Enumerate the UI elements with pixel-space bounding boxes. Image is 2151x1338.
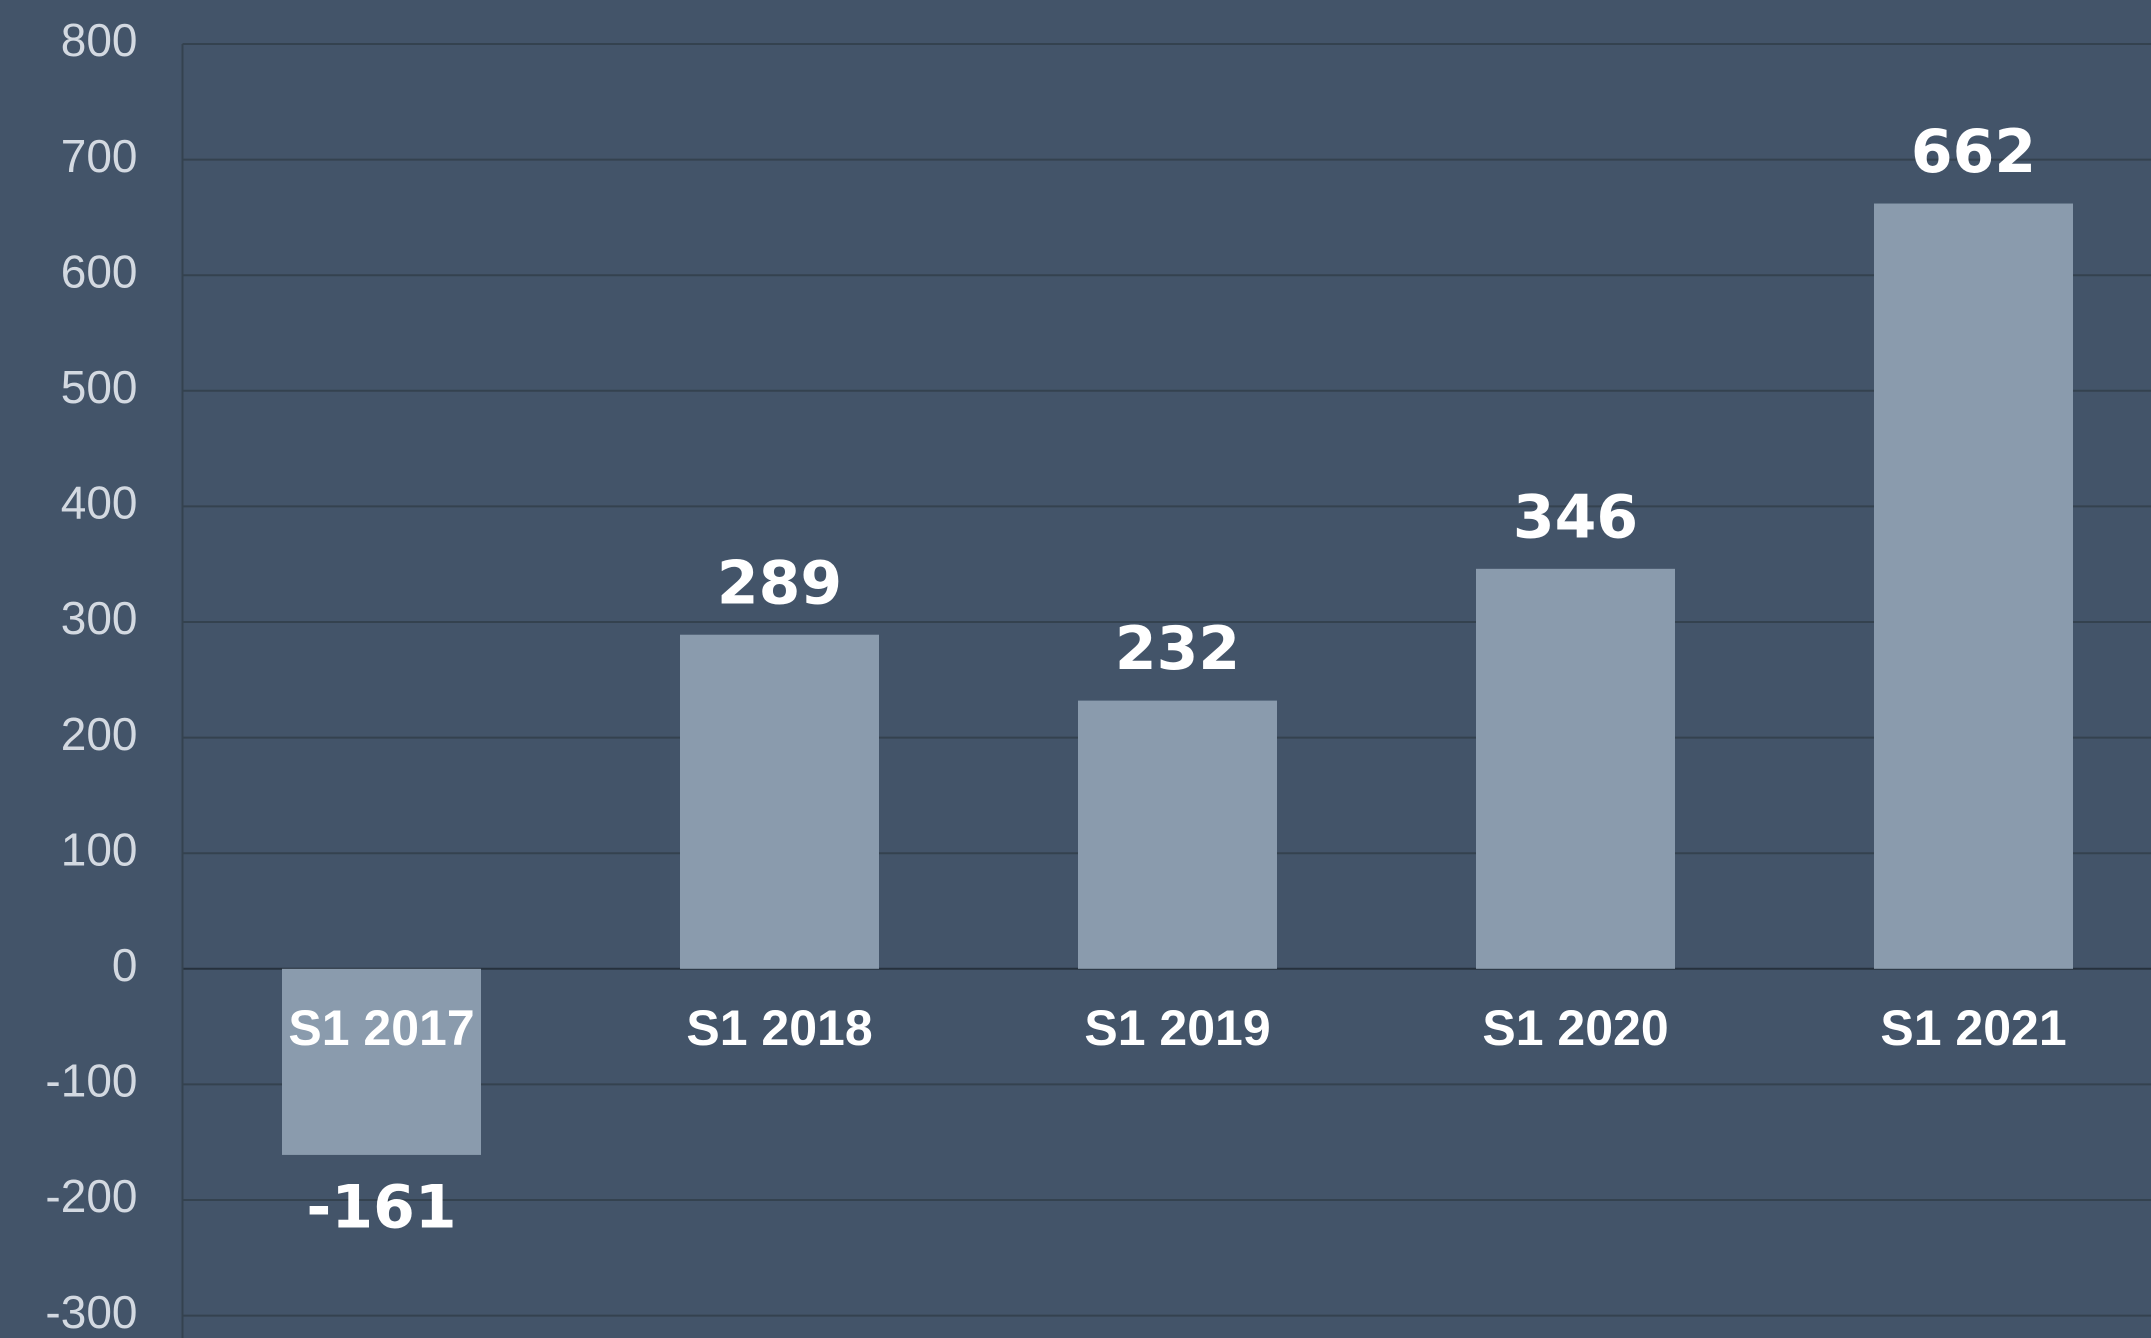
- y-tick-label: 800: [61, 14, 138, 66]
- bar: [1078, 700, 1277, 969]
- y-tick-label: 200: [61, 708, 138, 760]
- x-tick-label: S1 2020: [1482, 1000, 1668, 1056]
- value-label: 289: [717, 548, 842, 618]
- y-tick-label: 300: [61, 592, 138, 644]
- value-label: 232: [1115, 614, 1240, 684]
- x-tick-label: S1 2018: [686, 1000, 872, 1056]
- value-label: 346: [1513, 482, 1638, 552]
- x-tick-label: S1 2019: [1084, 1000, 1270, 1056]
- bar: [1476, 568, 1675, 969]
- y-tick-label: 0: [112, 939, 138, 991]
- y-tick-label: 500: [61, 361, 138, 413]
- y-tick-label: -300: [45, 1286, 137, 1338]
- y-tick-label: 600: [61, 245, 138, 297]
- y-tick-label: -100: [45, 1055, 137, 1107]
- bar: [680, 634, 879, 969]
- x-tick-label: S1 2017: [288, 1000, 474, 1056]
- bar: [1874, 203, 2073, 969]
- y-tick-label: 700: [61, 130, 138, 182]
- y-tick-label: 100: [61, 823, 138, 875]
- y-tick-label: -200: [45, 1170, 137, 1222]
- x-tick-label: S1 2021: [1880, 1000, 2066, 1056]
- y-tick-label: 400: [61, 477, 138, 529]
- bar: [282, 968, 481, 1155]
- value-label: -161: [306, 1173, 456, 1243]
- value-label: 662: [1911, 117, 2036, 187]
